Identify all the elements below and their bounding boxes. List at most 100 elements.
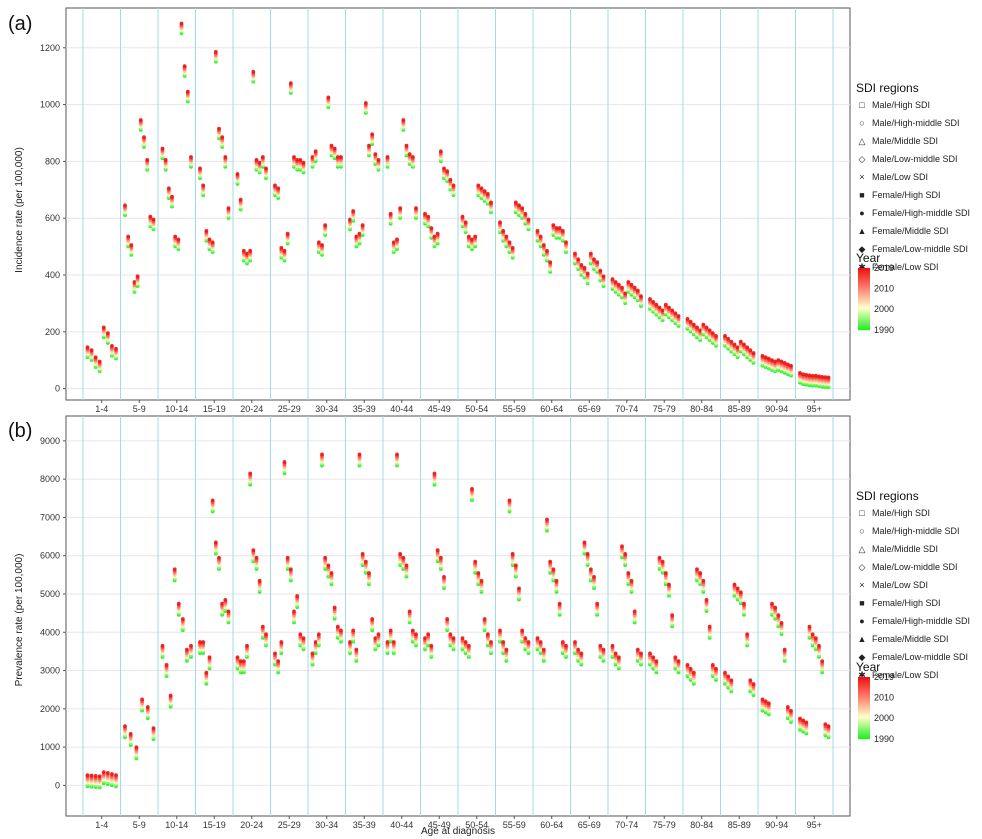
year-legend-label: 2010: [874, 692, 894, 702]
data-point: [351, 628, 356, 633]
data-point: [388, 628, 393, 633]
data-point: [710, 331, 715, 336]
data-point: [513, 200, 518, 205]
data-point: [89, 348, 94, 353]
data-point: [541, 647, 546, 652]
year-gradient-band: [858, 720, 870, 722]
data-point: [760, 697, 765, 702]
data-point: [435, 231, 440, 236]
data-point: [245, 251, 249, 256]
data-point: [489, 640, 493, 644]
legend-symbol: ▲: [858, 226, 867, 236]
data-point: [620, 285, 624, 290]
data-point: [442, 575, 446, 579]
year-gradient-band: [858, 280, 870, 282]
legend-item: Female/High SDI: [872, 190, 941, 200]
data-point: [429, 226, 434, 230]
data-point: [473, 234, 478, 239]
data-point: [742, 342, 746, 347]
x-tick-label: 40-44: [390, 404, 413, 414]
legend-symbol: ■: [859, 190, 864, 200]
data-point: [485, 192, 490, 196]
legend-symbol: □: [859, 508, 865, 518]
data-point: [817, 643, 821, 648]
x-tick-label: 35-39: [353, 404, 376, 414]
year-gradient-band: [858, 719, 870, 721]
data-point: [482, 617, 487, 621]
legend-item: Male/Low-middle SDI: [872, 562, 958, 572]
data-point: [251, 69, 256, 74]
year-gradient-band: [858, 301, 870, 303]
x-tick-label: 75-79: [653, 820, 676, 830]
data-point: [298, 157, 303, 162]
data-point: [616, 655, 621, 660]
data-point: [610, 277, 615, 282]
data-point: [310, 651, 315, 656]
year-gradient-band: [858, 308, 870, 310]
data-point: [695, 567, 699, 572]
x-tick-label: 45-49: [428, 404, 451, 414]
data-point: [779, 359, 784, 364]
data-point: [504, 234, 509, 239]
year-gradient-band: [858, 279, 870, 281]
data-point: [551, 223, 556, 228]
x-tick-label: 25-29: [278, 820, 301, 830]
data-point: [288, 81, 293, 86]
year-gradient-band: [858, 312, 870, 314]
x-tick-label: 75-79: [653, 404, 676, 414]
legend-symbol: ◆: [859, 244, 866, 254]
data-point: [670, 308, 675, 313]
data-point: [482, 189, 487, 193]
data-point: [504, 647, 509, 652]
data-point: [557, 226, 562, 230]
data-point: [770, 358, 774, 363]
panel-b-legend: SDI regions □ Male/High SDI ○ Male/High-midd…: [856, 489, 970, 744]
year-gradient-band: [858, 272, 870, 274]
data-point: [370, 617, 375, 621]
year-gradient-band: [858, 738, 870, 740]
year-gradient-band: [858, 715, 870, 717]
data-point: [817, 374, 821, 379]
year-gradient-band: [858, 699, 870, 701]
data-point: [226, 609, 231, 614]
data-point: [335, 155, 340, 159]
data-point: [376, 157, 381, 162]
data-point: [776, 358, 781, 363]
data-point: [479, 186, 484, 191]
data-point: [489, 200, 493, 205]
data-point: [654, 659, 659, 664]
year-gradient-band: [858, 318, 870, 320]
legend-item: Male/High SDI: [872, 508, 930, 518]
panel-a-grid: [66, 8, 850, 400]
data-point: [373, 152, 378, 157]
data-point: [476, 571, 481, 575]
data-point: [535, 636, 540, 641]
data-point: [301, 160, 306, 165]
data-point: [213, 49, 218, 54]
data-point: [273, 183, 277, 188]
data-point: [376, 632, 381, 637]
year-gradient-band: [858, 306, 870, 308]
year-gradient-band: [858, 320, 870, 322]
year-gradient-band: [858, 294, 870, 296]
data-point: [388, 211, 393, 216]
panel-a-legend: SDI regions □ Male/High SDI ○ Male/High-midd…: [856, 81, 970, 335]
data-point: [507, 240, 512, 245]
x-tick-label: 5-9: [133, 820, 146, 830]
data-point: [738, 590, 743, 595]
data-point: [479, 578, 484, 583]
data-point: [813, 636, 818, 641]
data-point: [510, 245, 515, 250]
year-gradient-band: [858, 684, 870, 686]
x-tick-label: 25-29: [278, 404, 301, 414]
data-point: [742, 601, 746, 606]
data-point: [523, 211, 528, 216]
legend-symbol: ●: [859, 208, 864, 218]
data-point: [129, 243, 134, 247]
panel-b: (b) Prevalence rate (per 100,000) Age at…: [8, 415, 970, 837]
x-tick-label: 50-54: [465, 820, 488, 830]
data-point: [554, 578, 559, 583]
data-point: [560, 228, 565, 233]
y-tick-label: 7000: [40, 512, 60, 522]
